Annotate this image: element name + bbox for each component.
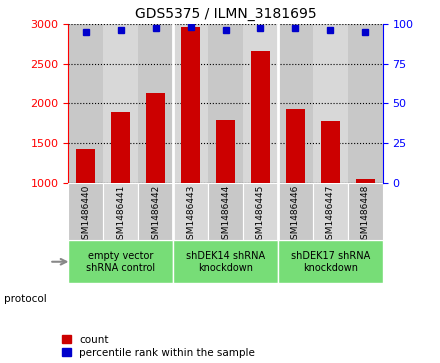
Bar	[68, 240, 173, 283]
Text: GSM1486448: GSM1486448	[361, 185, 370, 245]
Text: GSM1486444: GSM1486444	[221, 185, 230, 245]
Bar	[103, 183, 138, 240]
Bar	[243, 24, 278, 183]
Bar	[251, 51, 270, 183]
Bar	[138, 183, 173, 240]
Bar	[173, 24, 208, 183]
Bar	[103, 24, 138, 183]
Bar	[313, 183, 348, 240]
Text: GSM1486443: GSM1486443	[186, 185, 195, 245]
Bar	[348, 183, 383, 240]
Bar	[146, 93, 165, 183]
Text: GSM1486441: GSM1486441	[116, 185, 125, 245]
Title: GDS5375 / ILMN_3181695: GDS5375 / ILMN_3181695	[135, 7, 316, 21]
Bar	[111, 112, 130, 183]
Bar	[278, 240, 383, 283]
Text: shDEK17 shRNA
knockdown: shDEK17 shRNA knockdown	[291, 251, 370, 273]
Bar	[278, 24, 313, 183]
Bar	[208, 183, 243, 240]
Bar	[173, 183, 208, 240]
Bar	[216, 120, 235, 183]
Bar	[321, 121, 340, 183]
Text: GSM1486447: GSM1486447	[326, 185, 335, 245]
Legend: count, percentile rank within the sample: count, percentile rank within the sample	[62, 335, 255, 358]
Bar	[173, 240, 278, 283]
Bar	[243, 183, 278, 240]
Bar	[278, 183, 313, 240]
Bar	[68, 24, 103, 183]
Bar	[348, 24, 383, 183]
Text: GSM1486445: GSM1486445	[256, 185, 265, 245]
Bar	[76, 149, 95, 183]
Bar	[208, 24, 243, 183]
Text: GSM1486440: GSM1486440	[81, 185, 90, 245]
Text: shDEK14 shRNA
knockdown: shDEK14 shRNA knockdown	[186, 251, 265, 273]
Text: empty vector
shRNA control: empty vector shRNA control	[86, 251, 155, 273]
Bar	[356, 179, 375, 183]
Bar	[68, 183, 103, 240]
Text: GSM1486446: GSM1486446	[291, 185, 300, 245]
Bar	[286, 109, 305, 183]
Bar	[181, 27, 200, 183]
Bar	[313, 24, 348, 183]
Text: GSM1486442: GSM1486442	[151, 185, 160, 245]
Bar	[138, 24, 173, 183]
Text: protocol: protocol	[4, 294, 47, 305]
